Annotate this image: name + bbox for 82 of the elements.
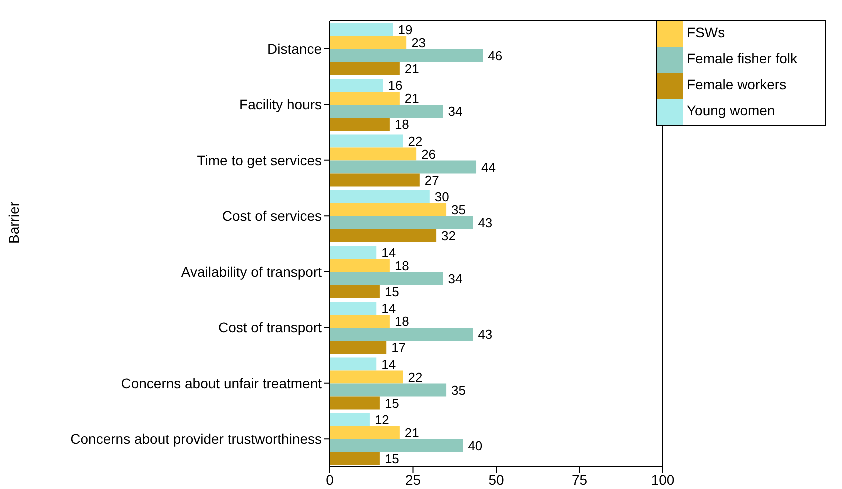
bar <box>330 49 484 62</box>
bar <box>330 160 477 174</box>
bar <box>330 439 464 452</box>
y-tick-label: Availability of transport <box>181 264 322 280</box>
y-tick-label: Cost of services <box>222 208 322 224</box>
data-label: 22 <box>408 134 423 149</box>
bar <box>330 190 430 204</box>
y-axis-title: Barrier <box>6 202 22 244</box>
data-label: 44 <box>482 160 496 175</box>
bar <box>330 328 474 341</box>
bar <box>330 134 404 148</box>
bar <box>330 229 437 242</box>
bar <box>330 148 417 161</box>
y-tick-label: Cost of transport <box>218 320 322 336</box>
bar <box>330 36 407 50</box>
data-label: 12 <box>374 412 390 428</box>
data-label: 43 <box>478 327 493 342</box>
data-label: 26 <box>422 146 436 162</box>
data-label: 14 <box>382 301 396 316</box>
bar <box>330 216 474 230</box>
bar <box>330 426 400 440</box>
y-tick-label: Distance <box>268 40 322 57</box>
data-label: 17 <box>392 340 406 356</box>
data-label: 18 <box>394 117 410 132</box>
data-label: 34 <box>448 271 463 286</box>
bar <box>330 78 384 92</box>
data-label: 15 <box>384 284 400 300</box>
data-label: 21 <box>404 61 420 76</box>
data-label: 15 <box>384 396 400 411</box>
data-label: 19 <box>398 22 413 38</box>
bar <box>330 396 380 410</box>
bar <box>330 413 370 426</box>
bar <box>330 302 377 315</box>
data-label: 46 <box>488 48 503 64</box>
legend-label: Female workers <box>687 76 787 93</box>
bar <box>330 340 387 354</box>
legend-label: Female fisher folk <box>687 50 798 67</box>
bar <box>330 174 420 187</box>
data-label: 43 <box>478 216 493 231</box>
bar <box>330 384 447 397</box>
bar <box>330 104 444 118</box>
bar <box>330 285 380 298</box>
y-tick-label: Facility hours <box>240 96 322 113</box>
y-tick-label: Concerns about unfair treatment <box>121 375 322 392</box>
bar <box>330 23 394 36</box>
data-label: 15 <box>384 452 400 467</box>
data-label: 23 <box>412 35 426 50</box>
bar <box>330 314 390 328</box>
bar <box>330 272 444 286</box>
data-label: 21 <box>404 91 420 106</box>
bar <box>330 452 380 466</box>
data-label: 34 <box>448 104 463 120</box>
data-label: 40 <box>468 438 483 454</box>
y-tick-label: Concerns about provider trustworthiness <box>70 431 322 448</box>
bar <box>330 246 377 260</box>
data-label: 35 <box>452 202 466 218</box>
data-label: 30 <box>434 190 450 205</box>
data-label: 27 <box>424 172 440 188</box>
data-label: 22 <box>408 370 423 385</box>
x-tick-label: 100 <box>651 472 675 488</box>
bar <box>330 259 390 272</box>
x-tick-label: 25 <box>405 472 422 488</box>
bar <box>330 358 377 371</box>
y-tick-label: Time to get services <box>197 152 322 168</box>
data-label: 16 <box>388 78 403 94</box>
bar <box>330 203 447 216</box>
bar <box>330 92 400 105</box>
data-label: 14 <box>382 356 396 372</box>
data-label: 32 <box>442 228 456 244</box>
x-tick-label: 0 <box>326 472 334 488</box>
data-label: 14 <box>382 245 396 260</box>
legend-label: FSWs <box>687 24 726 41</box>
bar <box>330 62 400 76</box>
data-label: 21 <box>404 426 420 441</box>
x-tick-label: 50 <box>488 472 504 488</box>
data-label: 18 <box>394 314 410 330</box>
legend-label: Young women <box>687 102 776 119</box>
data-label: 18 <box>394 258 410 274</box>
bar <box>330 370 404 384</box>
bar <box>330 118 390 131</box>
data-label: 35 <box>452 382 466 398</box>
x-tick-label: 75 <box>572 472 588 488</box>
